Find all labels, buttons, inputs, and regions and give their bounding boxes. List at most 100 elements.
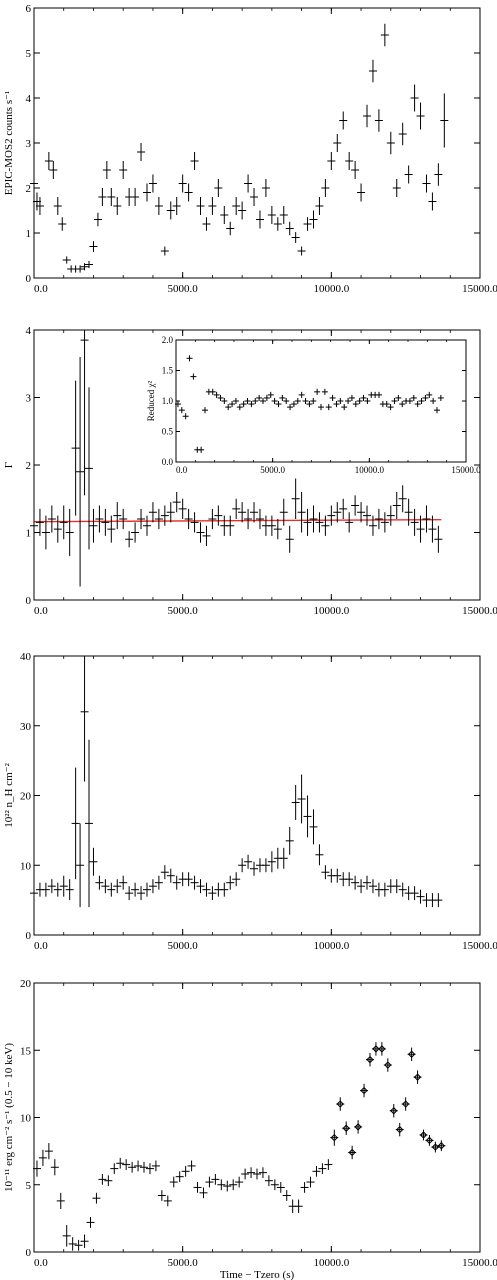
data-point	[392, 879, 401, 894]
data-point	[113, 502, 122, 530]
data-point	[309, 505, 318, 533]
data-point	[172, 875, 181, 890]
data-point	[193, 1182, 202, 1193]
data-point	[285, 221, 294, 236]
data-point	[395, 1122, 404, 1137]
x-tick-label: 5000.0	[168, 940, 199, 952]
diamond-marker	[407, 1050, 416, 1058]
data-point	[374, 508, 383, 530]
data-point	[303, 508, 312, 536]
data-point	[131, 522, 140, 543]
data-point	[244, 854, 253, 869]
x-tick-label: 5000.0	[168, 605, 199, 617]
data-point	[434, 893, 443, 908]
data-point	[294, 397, 301, 405]
data-point	[352, 401, 359, 408]
data-point	[267, 391, 274, 398]
data-point	[53, 515, 62, 543]
data-point	[85, 387, 94, 550]
data-point	[368, 59, 377, 83]
data-point	[157, 1190, 166, 1201]
data-point	[184, 872, 193, 887]
data-point	[131, 882, 140, 897]
data-point	[333, 401, 340, 408]
data-point	[85, 739, 94, 908]
data-point	[217, 394, 224, 401]
data-point	[273, 217, 282, 231]
data-point	[395, 394, 402, 401]
x-tick-label: 0.0	[34, 605, 48, 617]
data-point	[306, 401, 313, 408]
data-point	[89, 847, 98, 876]
data-point	[238, 858, 247, 873]
data-point	[76, 823, 85, 908]
x-tick-label: 0.0	[34, 940, 48, 952]
data-point	[351, 875, 360, 890]
data-point	[175, 1171, 184, 1183]
data-point	[44, 152, 53, 170]
data-point	[252, 397, 259, 405]
data-point	[232, 397, 239, 405]
data-point	[125, 886, 134, 901]
data-point	[407, 1047, 416, 1062]
data-point	[339, 498, 348, 519]
data-point	[160, 505, 169, 526]
data-point	[80, 330, 89, 496]
data-point	[187, 1160, 196, 1172]
data-point	[244, 397, 251, 405]
panel-flux: 0.0 5000.0 10000.0 15000.0 0 5 10 15 20 10⁻¹¹ erg…	[3, 978, 497, 1280]
y-tick-label: 2	[26, 183, 32, 195]
y-tick-label: 15	[20, 1045, 32, 1057]
data-point	[205, 1176, 214, 1188]
data-point	[357, 502, 366, 523]
data-point	[416, 102, 425, 130]
data-point	[30, 505, 38, 546]
data-point	[416, 515, 425, 543]
data-point	[279, 498, 288, 526]
data-point	[321, 865, 330, 880]
data-point	[282, 1190, 291, 1201]
data-point	[279, 394, 286, 401]
data-point	[351, 161, 360, 179]
data-point	[434, 407, 440, 414]
x-tick-label: 15000.0	[462, 283, 497, 295]
data-point	[182, 413, 189, 420]
data-point	[360, 1083, 369, 1098]
data-point	[202, 525, 211, 546]
data-point	[321, 179, 330, 197]
data-point	[232, 872, 241, 887]
y-tick-label: 3	[26, 138, 32, 150]
diamond-marker	[413, 1073, 422, 1081]
data-point	[241, 1168, 250, 1180]
data-point	[260, 397, 266, 405]
data-point	[232, 197, 241, 215]
data-point	[214, 505, 223, 526]
data-point	[59, 505, 68, 540]
y-axis-label: 10²² n_H cm⁻²	[3, 763, 15, 828]
data-point	[95, 505, 104, 533]
data-point	[160, 865, 169, 880]
data-point	[151, 1160, 160, 1172]
data-point	[80, 1234, 89, 1248]
y-tick-label: 3	[26, 393, 32, 405]
data-point	[98, 188, 107, 206]
data-point	[279, 847, 288, 869]
data-point	[275, 401, 282, 408]
data-point	[154, 508, 163, 530]
data-point	[398, 122, 407, 146]
data-point	[414, 401, 421, 408]
data-point	[50, 1159, 59, 1176]
data-point	[142, 183, 151, 202]
data-point	[160, 246, 169, 256]
plot-frame	[33, 982, 481, 1253]
data-point	[341, 404, 348, 411]
data-point	[220, 882, 229, 897]
y-tick-label: 10	[20, 1113, 32, 1125]
data-point	[166, 201, 175, 220]
data-point	[428, 515, 437, 543]
data-point	[196, 522, 205, 543]
data-point	[422, 394, 429, 401]
data-point	[62, 256, 71, 264]
data-point	[364, 397, 371, 405]
data-point	[342, 1121, 351, 1135]
